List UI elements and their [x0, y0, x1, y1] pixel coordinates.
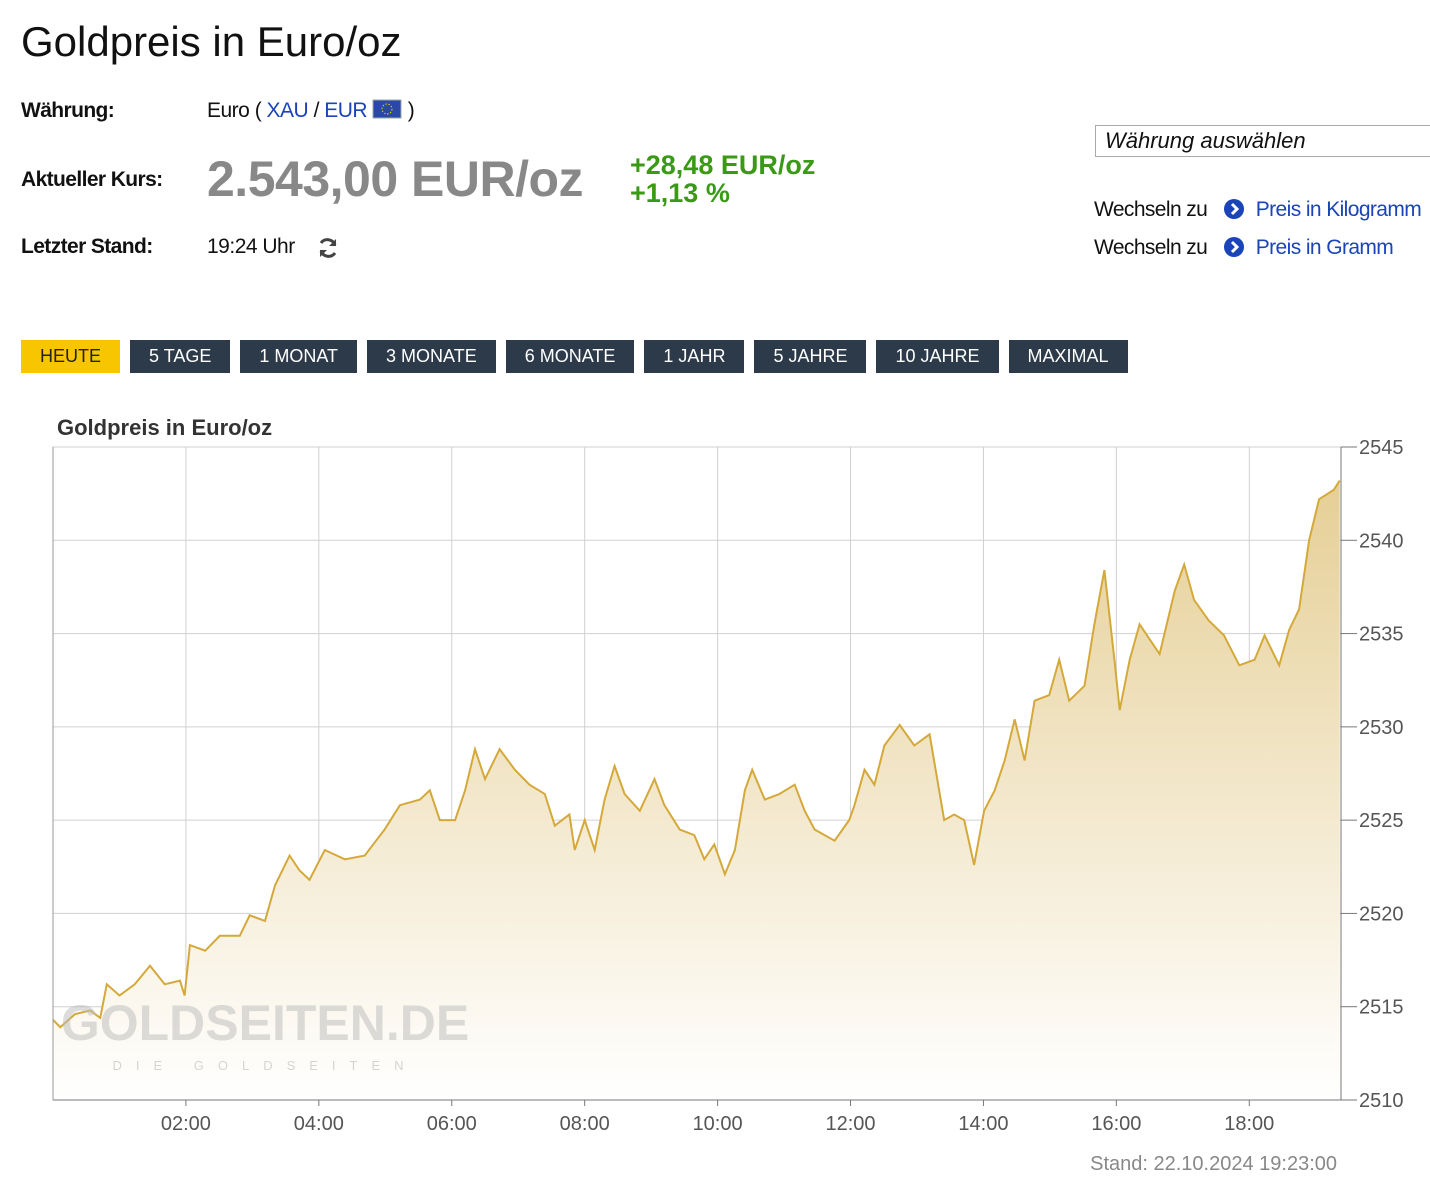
y-tick-label: 2520 [1359, 903, 1404, 925]
range-tab[interactable]: 10 JAHRE [876, 340, 999, 373]
y-tick-label: 2530 [1359, 717, 1404, 739]
currency-select[interactable]: Währung auswählen [1095, 125, 1430, 157]
slash: / [313, 99, 320, 122]
watermark-sub: DIE GOLDSEITEN [112, 1058, 417, 1073]
updated-label: Letzter Stand: [21, 235, 153, 258]
updated: 19:24 Uhr [207, 235, 295, 258]
y-tick-label: 2525 [1359, 810, 1404, 832]
currency-suffix: ) [407, 99, 415, 122]
switch-link-row: Wechseln zu Preis in Kilogramm [1094, 198, 1422, 222]
range-tab[interactable]: 1 MONAT [240, 340, 358, 373]
x-tick-label: 10:00 [693, 1113, 743, 1135]
x-tick-label: 14:00 [958, 1113, 1008, 1135]
price-line [52, 480, 1341, 1029]
eu-flag [372, 99, 402, 119]
y-tick-label: 2535 [1359, 624, 1404, 646]
gram-link[interactable]: Preis in Gramm [1255, 236, 1394, 259]
range-tab[interactable]: HEUTE [21, 340, 121, 373]
range-tab[interactable]: MAXIMAL [1008, 340, 1128, 373]
currency-value: Euro ( XAU / EUR ) [207, 99, 415, 123]
switch-prefix: Wechseln zu [1094, 236, 1208, 259]
currency-prefix: Euro ( [207, 99, 262, 122]
price-label: Aktueller Kurs: [21, 168, 163, 191]
x-tick-label: 12:00 [825, 1113, 875, 1135]
range-tab[interactable]: 5 JAHRE [754, 340, 867, 373]
range-tab[interactable]: 1 JAHR [644, 340, 745, 373]
x-tick-label: 06:00 [427, 1113, 477, 1135]
y-tick-label: 2545 [1359, 437, 1404, 459]
eur-link[interactable]: EUR [324, 99, 368, 122]
arrow-icon [1223, 199, 1244, 219]
range-tab[interactable]: 3 MONATE [367, 340, 496, 373]
kilogram-link[interactable]: Preis in Kilogramm [1255, 198, 1422, 221]
x-tick-label: 08:00 [560, 1113, 610, 1135]
page-title: Goldpreis in Euro/oz [21, 18, 402, 65]
chart: Goldpreis in Euro/oz 2510 2515 2520 2525 2530… [52, 415, 1404, 1175]
x-tick-label: 18:00 [1224, 1113, 1274, 1135]
xau-link[interactable]: XAU [266, 99, 309, 122]
switch-link-row: Wechseln zu Preis in Gramm [1094, 236, 1394, 260]
range-tab[interactable]: 5 TAGE [130, 340, 231, 373]
currency-label: Währung: [21, 99, 115, 122]
y-tick-label: 2540 [1359, 530, 1404, 552]
chart-footer: Stand: 22.10.2024 19:23:00 [1090, 1153, 1337, 1175]
x-tick-label: 02:00 [161, 1113, 211, 1135]
y-tick-label: 2510 [1359, 1090, 1404, 1112]
watermark: GOLDSEITEN.DE [61, 995, 469, 1051]
range-tab[interactable]: 6 MONATE [505, 340, 635, 373]
switch-prefix: Wechseln zu [1094, 198, 1208, 221]
x-tick-label: 16:00 [1091, 1113, 1141, 1135]
range-tabs: HEUTE 5 TAGE 1 MONAT 3 MONATE 6 MONATE 1 JAHR… [21, 340, 1128, 373]
y-tick-label: 2515 [1359, 997, 1404, 1019]
change-abs: +28,48 EUR/oz [630, 150, 816, 180]
refresh-icon[interactable] [316, 236, 340, 260]
area-fill [53, 480, 1340, 1101]
change-pct: +1,13 % [630, 178, 730, 208]
x-tick-label: 04:00 [294, 1113, 344, 1135]
arrow-icon [1223, 237, 1244, 257]
price: 2.543,00 EUR/oz [207, 151, 584, 207]
chart-title: Goldpreis in Euro/oz [57, 415, 272, 440]
